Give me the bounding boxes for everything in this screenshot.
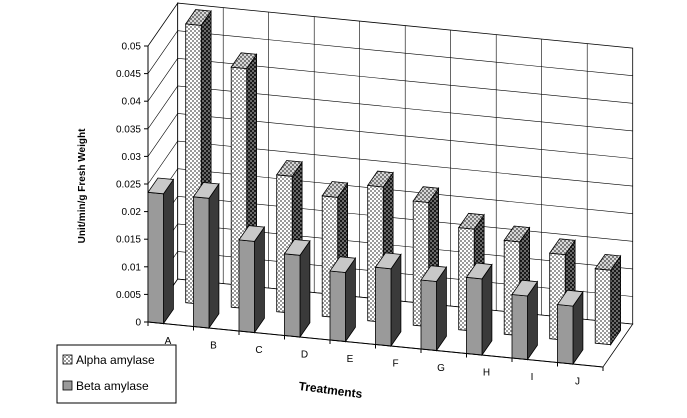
bar-alpha-E-top [366, 170, 394, 188]
x-tick-label-A: A [165, 336, 172, 347]
bar-beta-B-front [193, 196, 210, 329]
bar-beta-D-front [284, 253, 301, 338]
legend-box [56, 344, 177, 404]
bar-alpha-C-top [275, 160, 303, 177]
y-axis: 0 0.005 0.01 0.015 0.02 0.025 0.03 0.035 0.04 0.0… [116, 42, 149, 329]
y-tick-label-8: 0.04 [122, 97, 142, 108]
legend-label-alpha: Alpha amylase [76, 353, 155, 367]
x-axis: A B C D E F G H I J [147, 321, 604, 388]
bar-beta-C-top [238, 225, 266, 242]
bar-beta-I [511, 279, 539, 361]
x-tick-label-C: C [255, 345, 262, 356]
legend-label-beta: Beta amylase [76, 379, 149, 393]
bar-beta-I-front [511, 294, 528, 360]
y-tick-label-2: 0.01 [122, 262, 142, 273]
bar-beta-E-top [329, 256, 357, 273]
bar-beta-J [556, 289, 584, 366]
bar-beta-H [465, 262, 493, 357]
x-tick-label-J: J [575, 377, 580, 388]
bar-beta-F-side [390, 253, 402, 348]
bar-beta-B-side [208, 182, 220, 330]
y-tick-label-6: 0.03 [122, 152, 142, 163]
bar-beta-I-top [511, 279, 539, 297]
bar-alpha-B-top [230, 52, 258, 70]
legend-swatch-alpha [62, 354, 73, 365]
x-tick-label-D: D [301, 350, 308, 361]
bar-alpha-I-top [548, 238, 576, 256]
y-tick-label-4: 0.02 [122, 207, 142, 218]
bar-alpha-J-side [610, 254, 621, 346]
x-tick-label-I: I [531, 372, 534, 383]
bar-alpha-A-top [184, 9, 212, 26]
legend-swatch-beta [62, 380, 73, 391]
bar-beta-E-front [329, 270, 346, 342]
bar-alpha-H-top [503, 225, 531, 243]
bar-beta-G-top [420, 265, 448, 282]
bar-alpha-J-top [594, 253, 622, 271]
bar-beta-A-side [163, 178, 174, 325]
bar-alpha-G-top [457, 212, 485, 230]
bar-beta-D-side [299, 239, 311, 339]
bar-beta-F [374, 252, 402, 348]
bar-alpha-J [594, 253, 622, 346]
gridline-9 [147, 30, 633, 76]
bar-beta-J-top [556, 289, 584, 307]
x-tick-label-E: E [347, 354, 354, 365]
gridline-7 [147, 85, 633, 132]
bar-beta-A-top [147, 177, 175, 195]
bar-beta-D [283, 239, 311, 339]
x-axis-title: Treatments [298, 379, 364, 401]
bar-beta-H-side [481, 263, 493, 357]
bar-beta-H-top [465, 262, 493, 280]
bar-beta-D-top [283, 239, 311, 256]
bars-layer [147, 9, 622, 366]
bar-beta-C-front [238, 239, 255, 333]
bar-beta-A-front [147, 191, 164, 324]
bar-beta-E [329, 256, 357, 343]
y-tick-label-5: 0.025 [116, 180, 141, 191]
y-tick-label-10: 0.05 [122, 42, 142, 53]
x-tick-label-B: B [210, 341, 217, 352]
y-tick-label-7: 0.035 [116, 124, 141, 135]
bar-beta-F-top [374, 252, 402, 270]
legend: Alpha amylase Beta amylase [56, 344, 177, 404]
y-tick-label-9: 0.045 [116, 69, 141, 80]
bar-beta-C-side [254, 225, 265, 334]
bar-beta-J-front [557, 304, 574, 365]
bar-alpha-J-front [594, 268, 612, 346]
bar-alpha-F-top [412, 186, 440, 203]
x-tick-label-G: G [437, 363, 445, 374]
bar-beta-F-front [375, 266, 392, 347]
bar-alpha-D-top [321, 181, 349, 198]
gridline-5 [147, 140, 633, 187]
bar-beta-B [192, 182, 220, 330]
y-tick-label-0: 0 [135, 318, 141, 329]
gridline-6 [147, 113, 633, 159]
bar-beta-C [238, 225, 266, 334]
bar-beta-H-front [466, 276, 483, 356]
y-tick-label-1: 0.005 [116, 290, 141, 301]
x-tick-label-H: H [483, 368, 490, 379]
x-tick-label-F: F [392, 359, 398, 370]
gridline-8 [147, 57, 633, 104]
y-axis-title: Unit/min/g Fresh Weight [77, 128, 88, 243]
bar-beta-G-front [420, 279, 437, 351]
bar-beta-B-top [192, 182, 220, 199]
y-tick-label-3: 0.015 [116, 235, 141, 246]
bar-beta-G [420, 265, 448, 352]
bar-beta-A [147, 177, 175, 325]
